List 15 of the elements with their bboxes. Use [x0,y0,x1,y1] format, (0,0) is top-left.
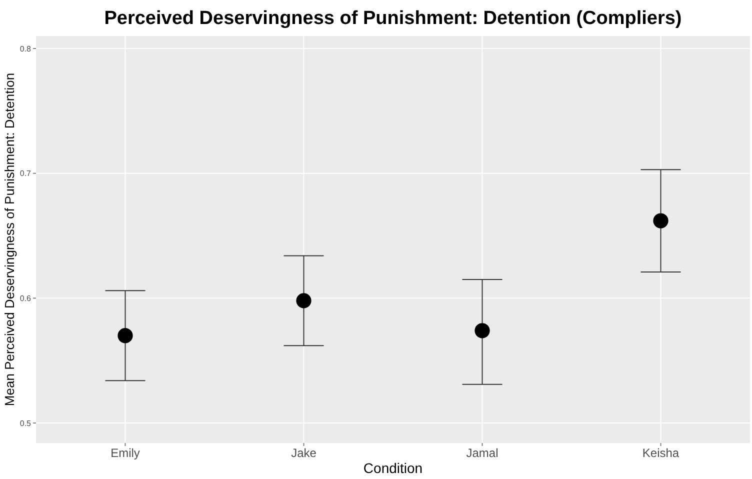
x-axis-title: Condition [363,460,423,476]
x-tick-label: Jamal [466,446,498,460]
y-axis-title: Mean Perceived Deservingness of Punishment: Detention [2,72,17,406]
point [118,328,133,344]
y-tick-label: 0.8 [20,44,32,54]
y-tick-label: 0.6 [20,294,32,303]
y-tick-label: 0.7 [20,169,32,178]
x-tick-label: Keisha [642,446,680,460]
chart-title: Perceived Deservingness of Punishment: Detention (Compliers) [104,8,682,29]
point [296,293,312,308]
x-tick-label: Emily [110,446,140,460]
point [653,213,668,228]
x-tick-label: Jake [291,446,317,460]
y-tick-label: 0.5 [20,418,32,428]
point [474,323,490,338]
